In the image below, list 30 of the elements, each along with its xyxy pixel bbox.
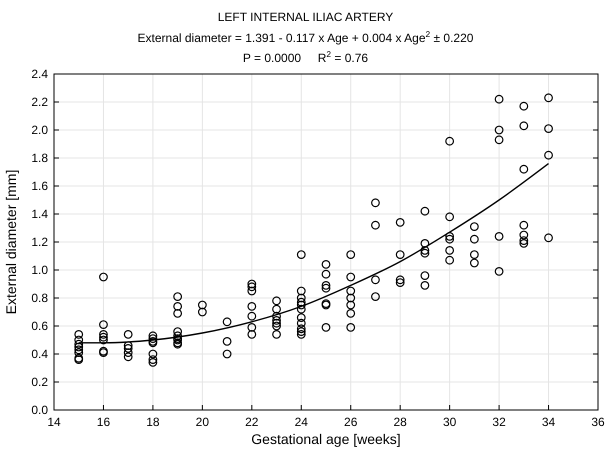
x-tick-label: 32 [492,415,506,429]
chart-subtitle: External diameter = 1.391 - 0.117 x Age + 0.004 x Age$^{2}$ ± 0.220 [138,29,474,45]
x-tick-label: 14 [47,415,61,429]
y-tick-label: 1.4 [31,207,48,221]
x-tick-label: 36 [591,415,605,429]
y-tick-label: 2.0 [31,123,48,137]
y-tick-label: 1.0 [31,263,48,277]
y-tick-label: 0.2 [31,375,48,389]
x-tick-label: 16 [96,415,110,429]
x-tick-label: 26 [344,415,358,429]
x-tick-label: 20 [196,415,210,429]
y-tick-label: 1.2 [31,235,48,249]
x-tick-label: 28 [394,415,408,429]
y-tick-label: 0.4 [31,347,48,361]
x-tick-label: 24 [294,415,308,429]
y-tick-label: 0.8 [31,291,48,305]
x-axis-title: Gestational age [weeks] [251,431,401,447]
x-tick-label: 18 [146,415,160,429]
y-tick-label: 0.6 [31,319,48,333]
y-tick-label: 0.0 [31,403,48,417]
y-tick-label: 1.6 [31,179,48,193]
text: P = 0.0000 R$^{2}$ = 0.76 [242,49,368,65]
x-tick-label: 22 [245,415,259,429]
x-tick-label: 30 [442,415,457,429]
y-tick-label: 2.4 [31,67,48,81]
y-tick-label: 1.8 [31,151,48,165]
chart-title: LEFT INTERNAL ILIAC ARTERY [218,10,394,24]
y-axis-title: External diameter [mm] [3,170,19,314]
y-tick-label: 2.2 [31,95,48,109]
x-tick-label: 34 [542,415,556,429]
